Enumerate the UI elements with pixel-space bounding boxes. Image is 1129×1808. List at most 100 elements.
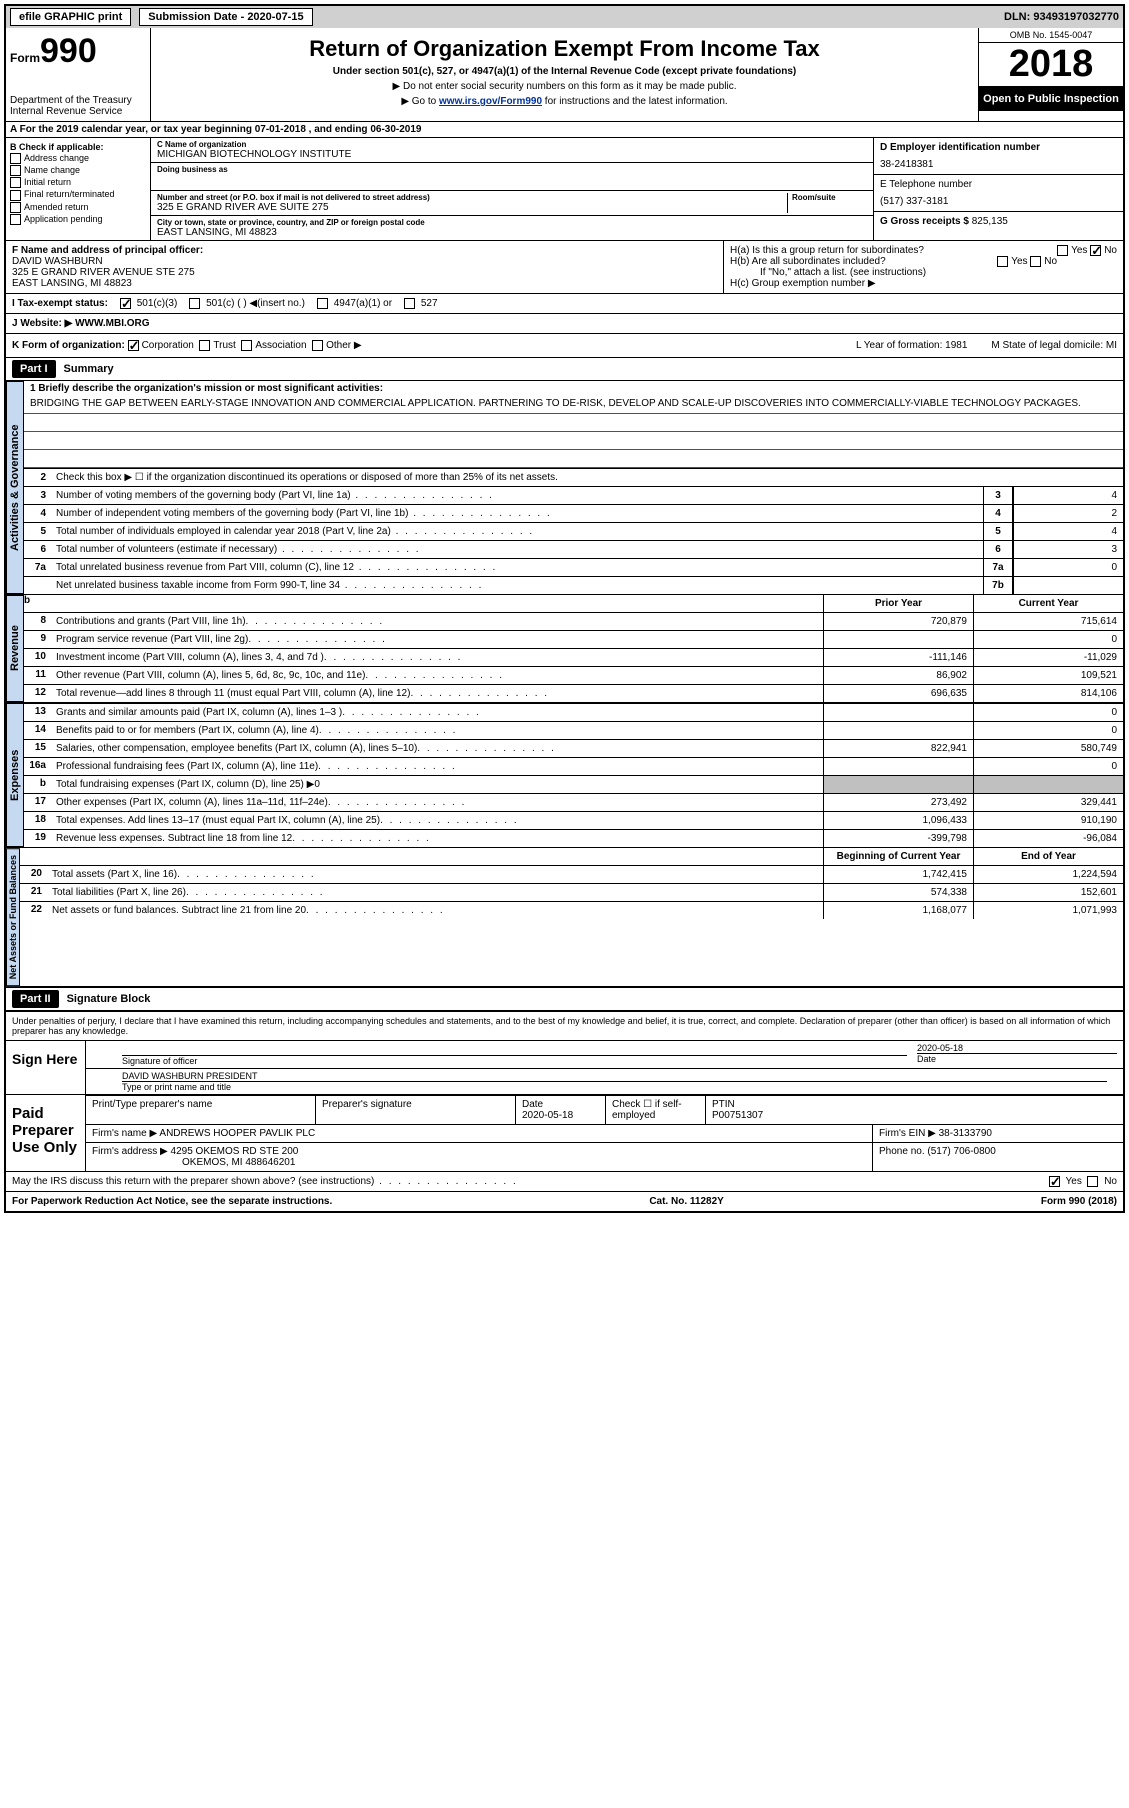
name-lab: C Name of organization	[157, 140, 867, 149]
cb-corp[interactable]	[128, 340, 139, 351]
revenue-body: b Prior Year Current Year 8Contributions…	[24, 595, 1123, 702]
discuss-text: May the IRS discuss this return with the…	[12, 1176, 518, 1187]
exp-line-17: 17Other expenses (Part IX, column (A), l…	[24, 793, 1123, 811]
gov-line-3: 3Number of voting members of the governi…	[24, 486, 1123, 504]
org-name-row: C Name of organization MICHIGAN BIOTECHN…	[151, 138, 873, 163]
cb-pending: Application pending	[10, 214, 146, 225]
f-lab: F Name and address of principal officer:	[12, 245, 717, 256]
part1-header: Part I Summary	[6, 358, 1123, 381]
prep-row-2: Firm's name ▶ ANDREWS HOOPER PAVLIK PLC …	[86, 1124, 1123, 1142]
exp-line-b: bTotal fundraising expenses (Part IX, co…	[24, 775, 1123, 793]
exp-line-16a: 16aProfessional fundraising fees (Part I…	[24, 757, 1123, 775]
footer-right: Form 990 (2018)	[1041, 1196, 1117, 1207]
m-state: M State of legal domicile: MI	[991, 340, 1117, 351]
cb-assoc[interactable]	[241, 340, 252, 351]
f-addr2: EAST LANSING, MI 48823	[12, 278, 717, 289]
col-d: D Employer identification number 38-2418…	[873, 138, 1123, 240]
org-name: MICHIGAN BIOTECHNOLOGY INSTITUTE	[157, 149, 867, 160]
rev-line-11: 11Other revenue (Part VIII, column (A), …	[24, 666, 1123, 684]
phone-row: E Telephone number (517) 337-3181	[874, 175, 1123, 212]
gov-line-7b: Net unrelated business taxable income fr…	[24, 576, 1123, 594]
rev-line-12: 12Total revenue—add lines 8 through 11 (…	[24, 684, 1123, 702]
irs-label: Internal Revenue Service	[10, 106, 146, 117]
col-b: B Check if applicable: Address change Na…	[6, 138, 151, 240]
expenses-section: Expenses 13Grants and similar amounts pa…	[6, 703, 1123, 848]
status-row: I Tax-exempt status: 501(c)(3) 501(c) ( …	[6, 294, 1123, 314]
website-row: J Website: ▶ WWW.MBI.ORG	[6, 314, 1123, 334]
discuss-no[interactable]	[1087, 1176, 1098, 1187]
open-inspection: Open to Public Inspection	[979, 87, 1123, 111]
expenses-body: 13Grants and similar amounts paid (Part …	[24, 703, 1123, 847]
exp-line-14: 14Benefits paid to or for members (Part …	[24, 721, 1123, 739]
ha: H(a) Is this a group return for subordin…	[730, 245, 1117, 256]
preparer-label: Paid Preparer Use Only	[6, 1095, 86, 1171]
hc: H(c) Group exemption number ▶	[730, 278, 1117, 289]
b-label: B Check if applicable:	[10, 142, 146, 152]
form-990-num: 990	[40, 32, 97, 70]
efile-label[interactable]: efile GRAPHIC print	[10, 8, 131, 26]
l-year: L Year of formation: 1981	[856, 340, 967, 351]
f-addr1: 325 E GRAND RIVER AVENUE STE 275	[12, 267, 717, 278]
part2-title: Signature Block	[59, 990, 159, 1008]
cb-initial: Initial return	[10, 177, 146, 188]
form-title: Return of Organization Exempt From Incom…	[159, 36, 970, 62]
gross-val: 825,135	[972, 216, 1008, 227]
h-section: H(a) Is this a group return for subordin…	[723, 241, 1123, 293]
sub3-post: for instructions and the latest informat…	[542, 96, 728, 107]
net-section: Net Assets or Fund Balances Beginning of…	[6, 848, 1123, 987]
f-name: DAVID WASHBURN	[12, 256, 717, 267]
room-lab: Room/suite	[792, 193, 867, 202]
k-lab: K Form of organization:	[12, 340, 125, 351]
city-val: EAST LANSING, MI 48823	[157, 227, 867, 238]
part2-badge: Part II	[12, 990, 59, 1008]
mission-blank1	[24, 414, 1123, 432]
exp-line-15: 15Salaries, other compensation, employee…	[24, 739, 1123, 757]
sig-line-1: Signature of officer 2020-05-18Date	[86, 1041, 1123, 1069]
cb-527[interactable]	[404, 298, 415, 309]
dba-lab: Doing business as	[157, 165, 867, 174]
ein-lab: D Employer identification number	[880, 142, 1117, 153]
form-word: Form	[10, 51, 40, 65]
header-right: OMB No. 1545-0047 2018 Open to Public In…	[978, 28, 1123, 121]
k-row: K Form of organization: Corporation Trus…	[6, 334, 1123, 358]
subtitle-3: ▶ Go to www.irs.gov/Form990 for instruct…	[159, 96, 970, 107]
cb-501c[interactable]	[189, 298, 200, 309]
eh-hdr: End of Year	[973, 848, 1123, 865]
rev-col-hdr: b Prior Year Current Year	[24, 595, 1123, 612]
phone-lab: E Telephone number	[880, 179, 1117, 190]
k-right: L Year of formation: 1981 M State of leg…	[856, 340, 1117, 351]
cb-4947[interactable]	[317, 298, 328, 309]
revenue-tab: Revenue	[6, 595, 24, 702]
footer: For Paperwork Reduction Act Notice, see …	[6, 1191, 1123, 1211]
net-tab: Net Assets or Fund Balances	[6, 848, 20, 986]
cb-addr: Address change	[10, 153, 146, 164]
omb-number: OMB No. 1545-0047	[979, 28, 1123, 43]
net-col-hdr: Beginning of Current Year End of Year	[20, 848, 1123, 865]
line-2: 2Check this box ▶ ☐ if the organization …	[24, 468, 1123, 486]
bh-hdr: Beginning of Current Year	[823, 848, 973, 865]
footer-center: Cat. No. 11282Y	[649, 1196, 723, 1207]
form-number: Form990	[10, 32, 146, 71]
tax-year: 2018	[979, 43, 1123, 87]
rev-line-9: 9Program service revenue (Part VIII, lin…	[24, 630, 1123, 648]
cy-hdr: Current Year	[973, 595, 1123, 612]
cb-501c3[interactable]	[120, 298, 131, 309]
top-bar: efile GRAPHIC print Submission Date - 20…	[6, 6, 1123, 28]
rev-line-10: 10Investment income (Part VIII, column (…	[24, 648, 1123, 666]
cb-other[interactable]	[312, 340, 323, 351]
officer-row: F Name and address of principal officer:…	[6, 241, 1123, 294]
exp-line-13: 13Grants and similar amounts paid (Part …	[24, 703, 1123, 721]
website-val: WWW.MBI.ORG	[75, 318, 149, 329]
exp-line-18: 18Total expenses. Add lines 13–17 (must …	[24, 811, 1123, 829]
net-line-22: 22Net assets or fund balances. Subtract …	[20, 901, 1123, 919]
rev-line-8: 8Contributions and grants (Part VIII, li…	[24, 612, 1123, 630]
preparer-section: Paid Preparer Use Only Print/Type prepar…	[6, 1094, 1123, 1171]
period-row: A For the 2019 calendar year, or tax yea…	[6, 122, 1123, 138]
cb-trust[interactable]	[199, 340, 210, 351]
discuss-yes[interactable]	[1049, 1176, 1060, 1187]
instructions-link[interactable]: www.irs.gov/Form990	[439, 96, 542, 107]
sub3-pre: ▶ Go to	[401, 96, 439, 107]
sig-line-2: DAVID WASHBURN PRESIDENTType or print na…	[86, 1069, 1123, 1094]
prep-name: Print/Type preparer's name	[86, 1096, 316, 1124]
addr-val: 325 E GRAND RIVER AVE SUITE 275	[157, 202, 787, 213]
